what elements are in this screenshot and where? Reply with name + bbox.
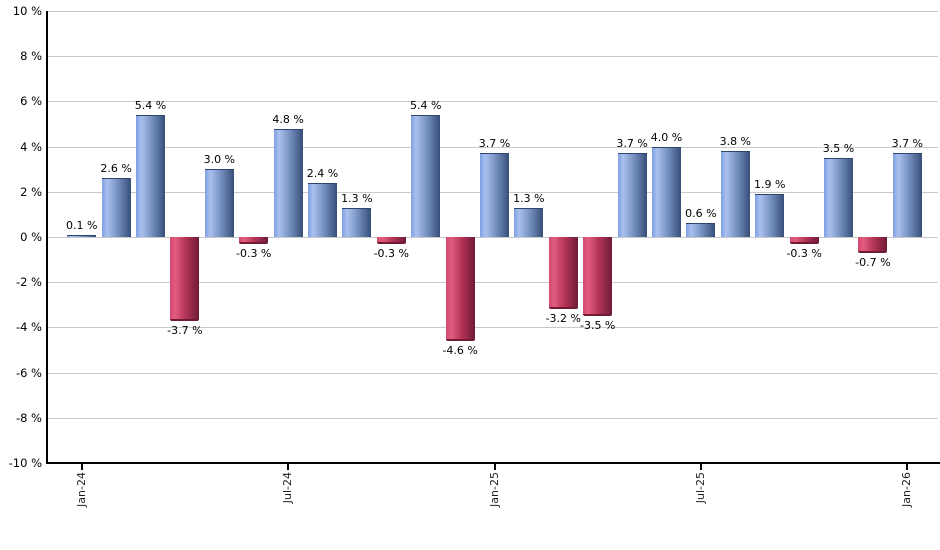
y-gridline: [47, 11, 938, 12]
y-gridline: [47, 101, 938, 103]
positive-bar: [67, 234, 97, 237]
x-axis-tick: [699, 464, 702, 470]
x-axis-tick: [287, 464, 290, 470]
x-axis-tick-label: Jul-25: [693, 472, 707, 504]
bar-value-label: 0.1 %: [65, 218, 98, 232]
positive-bar: [411, 115, 441, 237]
bar-value-label: 3.7 %: [616, 137, 648, 151]
y-gridline: [47, 282, 938, 284]
bar-value-label: -0.3 %: [235, 246, 272, 260]
positive-bar: [308, 182, 337, 237]
x-axis-tick-label: Jan-25: [487, 472, 501, 507]
positive-bar: [204, 169, 234, 237]
negative-bar: [170, 237, 200, 321]
bar-value-label: 4.8 %: [272, 112, 304, 126]
y-axis-tick-label: -8 %: [15, 410, 42, 425]
bar-value-label: 4.0 %: [650, 130, 683, 144]
bar-value-label: -0.3 %: [373, 246, 410, 260]
x-axis-tick: [80, 464, 83, 470]
y-gridline: [47, 237, 938, 238]
positive-bar: [101, 178, 131, 237]
positive-bar: [824, 157, 853, 237]
x-axis-tick-label: Jan-26: [900, 472, 914, 507]
y-gridline: [47, 56, 938, 58]
bar-value-label: 3.7 %: [478, 137, 511, 151]
y-axis-tick-label: 2 %: [20, 184, 42, 199]
bar-value-label: 2.4 %: [306, 166, 339, 180]
bar-value-label: 5.4 %: [134, 99, 167, 112]
bar-value-label: -3.2 %: [545, 312, 582, 326]
positive-bar: [273, 128, 303, 237]
x-axis-tick: [493, 464, 496, 470]
bar-value-label: -3.5 %: [579, 319, 616, 333]
positive-bar: [136, 115, 165, 237]
y-axis-tick-label: -2 %: [15, 275, 42, 290]
y-axis-tick-label: -6 %: [15, 365, 42, 380]
positive-bar: [755, 194, 785, 237]
bar-value-label: 3.5 %: [822, 141, 855, 155]
bar-value-label: 0.6 %: [685, 207, 717, 221]
y-gridline: [47, 327, 938, 329]
bar-value-label: 3.7 %: [891, 137, 924, 151]
bar-value-label: 1.3 %: [513, 191, 545, 205]
positive-bar: [652, 146, 681, 237]
x-axis-tick-label: Jul-24: [281, 472, 295, 504]
negative-bar: [858, 237, 888, 253]
bar-value-label: -4.6 %: [442, 344, 478, 357]
negative-bar: [445, 237, 475, 341]
y-gridline: [47, 146, 938, 148]
y-axis-tick-label: -10 %: [8, 456, 42, 470]
negative-bar: [789, 237, 819, 244]
bar-value-label: 3.8 %: [719, 135, 752, 149]
y-axis-tick-label: 10 %: [12, 4, 42, 18]
positive-bar: [514, 207, 544, 237]
bar-value-label: 1.3 %: [341, 191, 373, 205]
bar-value-label: -0.3 %: [786, 246, 822, 260]
y-gridline: [47, 417, 938, 419]
y-axis: [46, 11, 48, 464]
positive-bar: [342, 207, 372, 237]
bar-value-label: 5.4 %: [409, 99, 442, 112]
x-axis-tick: [906, 464, 909, 470]
negative-bar: [376, 237, 406, 244]
negative-bar: [583, 237, 613, 317]
y-gridline: [47, 372, 938, 374]
bar-value-label: 1.9 %: [753, 178, 786, 192]
y-axis-tick-label: 4 %: [20, 139, 42, 154]
bar-value-label: 2.6 %: [100, 162, 132, 176]
y-axis-tick-label: 0 %: [20, 230, 42, 244]
x-axis: [46, 462, 940, 464]
positive-bar: [686, 223, 716, 237]
y-axis-tick-label: 6 %: [20, 94, 42, 109]
positive-bar: [892, 153, 922, 237]
positive-bar: [480, 153, 509, 237]
bar-value-label: 3.0 %: [203, 153, 236, 167]
bar-value-label: -3.7 %: [167, 323, 203, 337]
negative-bar: [548, 237, 578, 310]
x-axis-tick-label: Jan-24: [74, 472, 88, 507]
bar-value-label: -0.7 %: [855, 255, 891, 269]
negative-bar: [239, 237, 269, 244]
positive-bar: [617, 153, 647, 237]
positive-bar: [720, 151, 750, 237]
y-axis-tick-label: -4 %: [15, 320, 42, 335]
y-axis-tick-label: 8 %: [20, 49, 42, 64]
